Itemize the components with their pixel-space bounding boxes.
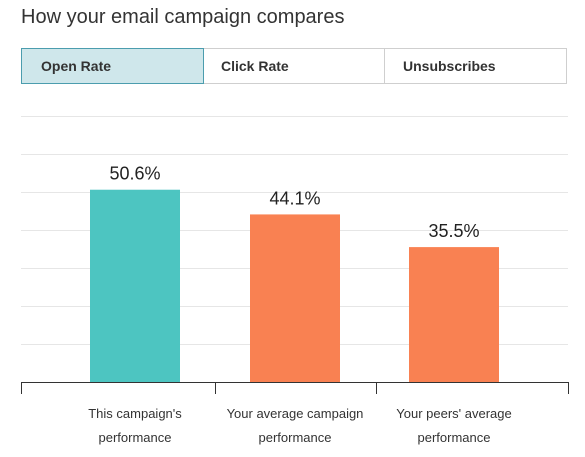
tab-open-rate-label: Open Rate bbox=[41, 58, 112, 74]
tab-unsubscribes[interactable]: Unsubscribes bbox=[384, 48, 567, 84]
category-label-2-line-2: performance bbox=[259, 430, 332, 445]
category-label-1-line-1: This campaign's bbox=[88, 406, 182, 421]
metric-tabs: Open Rate Click Rate Unsubscribes bbox=[21, 48, 568, 84]
bar-3[interactable] bbox=[409, 247, 499, 382]
tab-unsubscribes-label: Unsubscribes bbox=[403, 58, 496, 74]
bar-1[interactable] bbox=[90, 189, 180, 382]
comparison-bar-chart: 50.6% 44.1% 35.5% This campaign's performan… bbox=[21, 116, 569, 445]
chart-title: How your email campaign compares bbox=[21, 6, 345, 28]
value-label-3: 35.5% bbox=[428, 221, 479, 241]
tab-open-rate[interactable]: Open Rate bbox=[21, 48, 204, 84]
category-label-3-line-1: Your peers' average bbox=[396, 406, 511, 421]
value-label-1: 50.6% bbox=[109, 164, 160, 184]
chart-bars bbox=[90, 189, 499, 382]
chart-value-labels: 50.6% 44.1% 35.5% bbox=[109, 164, 479, 241]
category-label-3-line-2: performance bbox=[418, 430, 491, 445]
category-label-1-line-2: performance bbox=[99, 430, 172, 445]
tab-click-rate-label: Click Rate bbox=[221, 58, 289, 74]
value-label-2: 44.1% bbox=[269, 188, 320, 208]
category-label-2-line-1: Your average campaign bbox=[227, 406, 364, 421]
tab-click-rate[interactable]: Click Rate bbox=[203, 48, 385, 84]
chart-x-axis bbox=[21, 382, 569, 394]
chart-category-labels: This campaign's performance Your average c… bbox=[88, 406, 512, 445]
bar-2[interactable] bbox=[250, 214, 340, 382]
